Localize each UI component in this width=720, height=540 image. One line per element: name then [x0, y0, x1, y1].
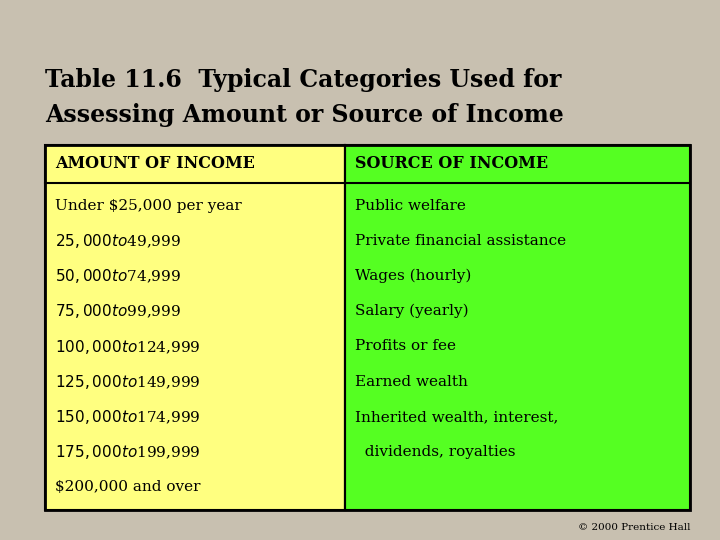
Bar	[45, 145, 690, 510]
Text: $25,000 to $49,999: $25,000 to $49,999	[55, 232, 181, 250]
Text: AMOUNT OF INCOME: AMOUNT OF INCOME	[55, 156, 255, 172]
Text: $75,000 to $99,999: $75,000 to $99,999	[55, 302, 181, 320]
Bar	[45, 145, 345, 510]
Text: Under $25,000 per year: Under $25,000 per year	[55, 199, 242, 213]
Text: SOURCE OF INCOME: SOURCE OF INCOME	[355, 156, 548, 172]
Text: © 2000 Prentice Hall: © 2000 Prentice Hall	[577, 523, 690, 532]
Text: $200,000 and over: $200,000 and over	[55, 481, 200, 495]
Text: Earned wealth: Earned wealth	[355, 375, 468, 389]
Text: Assessing Amount or Source of Income: Assessing Amount or Source of Income	[45, 103, 564, 127]
Bar	[345, 145, 690, 510]
Text: Wages (hourly): Wages (hourly)	[355, 269, 472, 284]
Text: $175,000 to $199,999: $175,000 to $199,999	[55, 443, 200, 461]
Text: Salary (yearly): Salary (yearly)	[355, 304, 469, 319]
Text: dividends, royalties: dividends, royalties	[355, 445, 516, 459]
Text: Private financial assistance: Private financial assistance	[355, 234, 566, 248]
Text: Table 11.6  Typical Categories Used for: Table 11.6 Typical Categories Used for	[45, 68, 562, 92]
Text: $100,000 to $124,999: $100,000 to $124,999	[55, 338, 200, 355]
Text: $50,000 to $74,999: $50,000 to $74,999	[55, 267, 181, 285]
Text: Inherited wealth, interest,: Inherited wealth, interest,	[355, 410, 559, 424]
Text: Profits or fee: Profits or fee	[355, 340, 456, 354]
Text: Public welfare: Public welfare	[355, 199, 466, 213]
Text: $150,000 to $174,999: $150,000 to $174,999	[55, 408, 200, 426]
Text: $125,000 to $149,999: $125,000 to $149,999	[55, 373, 200, 391]
